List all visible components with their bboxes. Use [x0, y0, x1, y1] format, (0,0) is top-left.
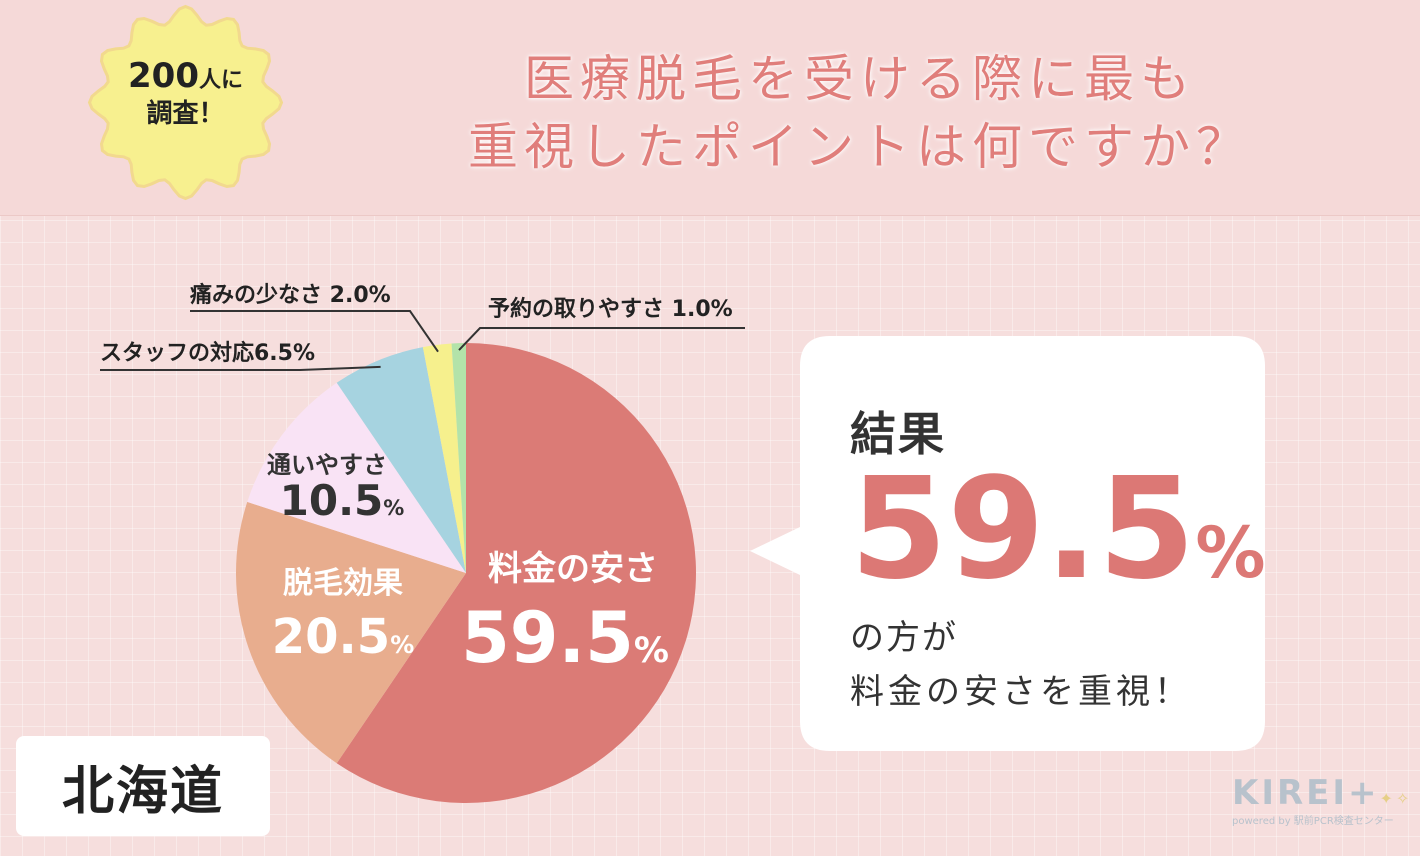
badge-suffix: 人に	[198, 68, 243, 93]
slice-value: 20.5%	[272, 609, 414, 665]
slice-label: スタッフの対応6.5%	[100, 340, 315, 366]
title-line-1: 医療脱毛を受ける際に最も	[524, 50, 1196, 108]
survey-badge	[87, 4, 284, 201]
pie-slice	[336, 347, 466, 573]
slice-value: 59.5%	[461, 597, 669, 679]
leader-line	[100, 365, 381, 371]
pie-slice	[451, 343, 466, 573]
sparkle-icon: ✦✧	[1379, 789, 1413, 808]
slice-label: 痛みの少なさ 2.0%	[190, 282, 391, 308]
slice-label: 脱毛効果	[283, 566, 403, 601]
badge-count: 200	[128, 56, 199, 96]
pie-slice	[422, 343, 466, 573]
region-label: 北海道	[16, 736, 270, 836]
result-label: 結果	[850, 407, 946, 461]
page-title: 医療脱毛を受ける際に最も 重視したポイントは何ですか？	[330, 45, 1390, 181]
result-number: 59.5	[850, 448, 1196, 611]
slice-label: 通いやすさ	[267, 451, 387, 479]
slice-value: 10.5%	[280, 476, 405, 525]
pie-slice	[247, 382, 466, 573]
result-value: 59.5%	[850, 460, 1266, 600]
logo-sub: powered by 駅前PCR検査センター	[1232, 816, 1394, 827]
pie-slice	[336, 343, 696, 803]
title-line-2: 重視したポイントは何ですか？	[468, 118, 1252, 176]
result-line-2: 料金の安さを重視！	[850, 672, 1192, 712]
badge-survey: 調査！	[146, 98, 225, 129]
kirei-logo: KIREI+✦✧ powered by 駅前PCR検査センター	[1232, 773, 1409, 827]
logo-name: KIREI+	[1232, 773, 1380, 813]
slice-label: 料金の安さ	[488, 549, 658, 589]
result-unit: %	[1195, 512, 1266, 594]
result-line-1: の方が	[850, 618, 958, 658]
badge-text: 200人に 調査！	[83, 55, 288, 130]
pie-slice	[235, 501, 466, 764]
slice-label: 予約の取りやすさ 1.0%	[488, 296, 733, 322]
leader-line	[190, 310, 439, 353]
result-bubble	[750, 336, 1265, 751]
leader-line	[458, 327, 745, 351]
